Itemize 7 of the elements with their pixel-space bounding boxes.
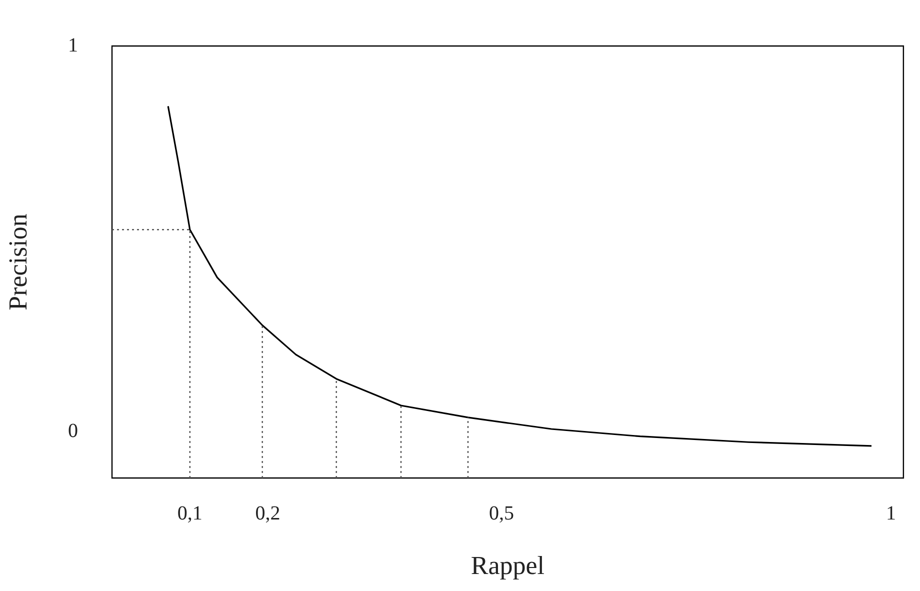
x-tick-label: 0,5	[488, 502, 514, 524]
y-tick-label: 0	[68, 420, 78, 442]
x-tick-label: 0,2	[255, 502, 280, 524]
y-axis-title: Precision	[3, 214, 32, 310]
x-tick-label: 1	[886, 502, 896, 524]
x-axis-title: Rappel	[470, 551, 545, 580]
x-tick-label: 0,1	[177, 502, 202, 524]
